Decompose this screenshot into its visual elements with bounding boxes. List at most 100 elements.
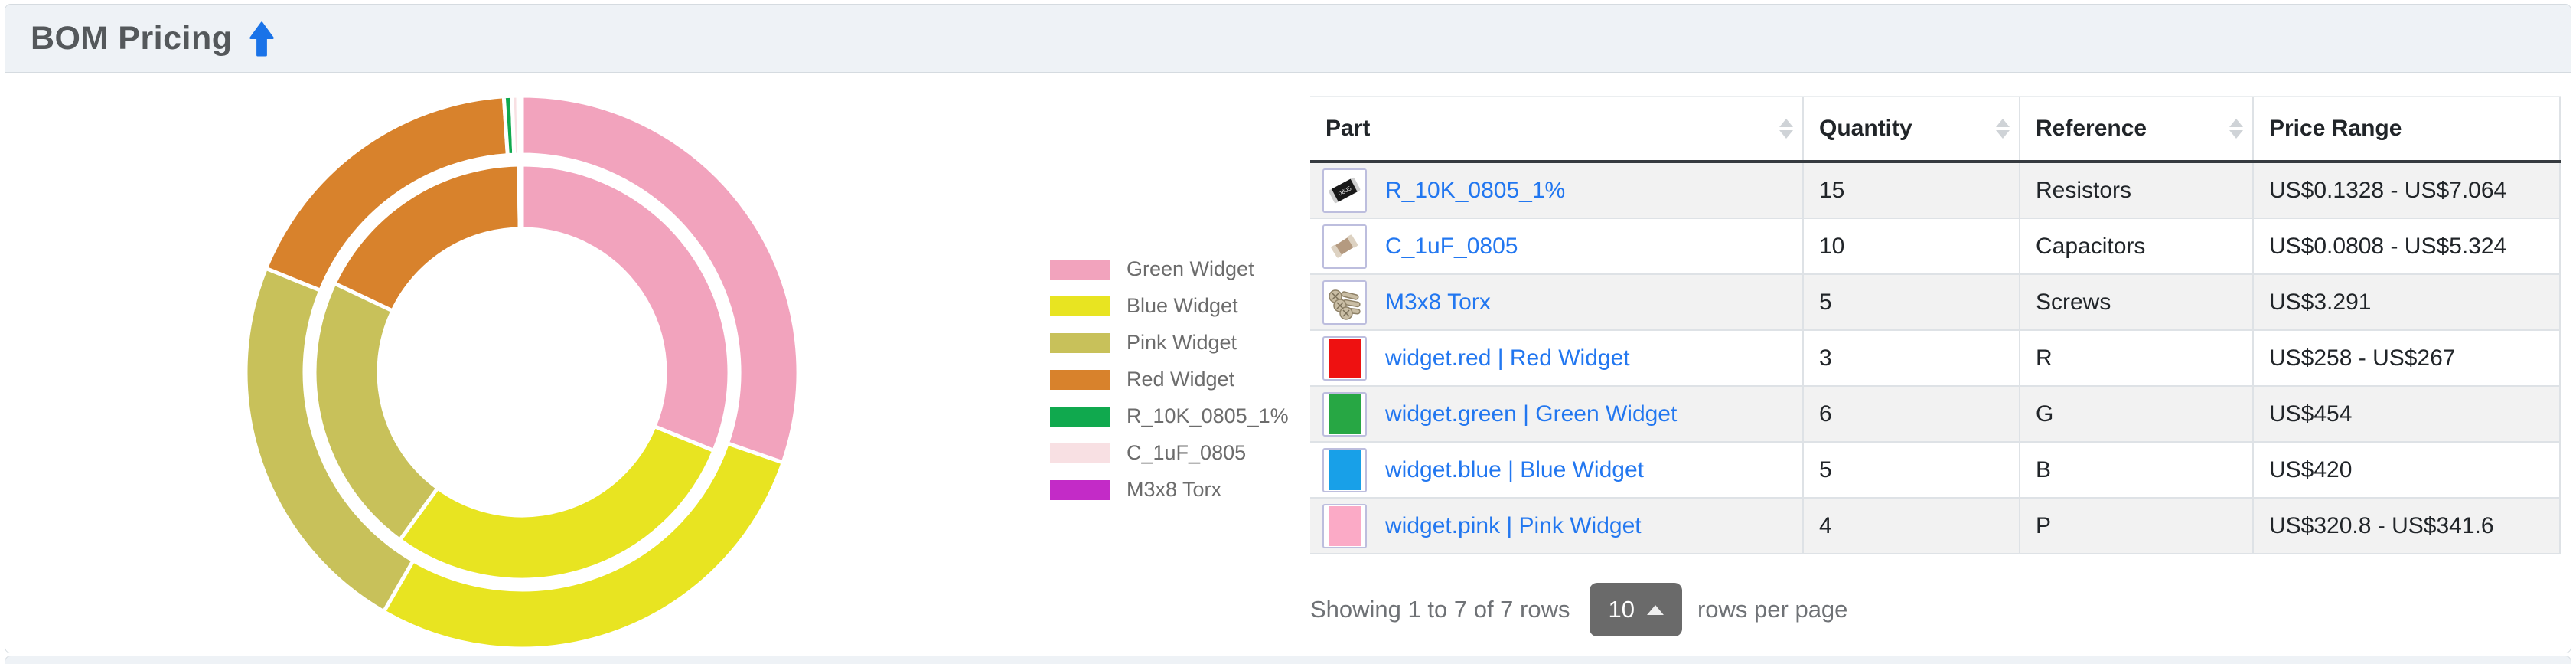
part-cell: M3x8 Torx	[1310, 275, 1804, 329]
legend-item[interactable]: Pink Widget	[1050, 331, 1289, 355]
doughnut-slice-outer-ring-6[interactable]	[516, 93, 524, 157]
part-cell: C_1uF_0805	[1310, 219, 1804, 273]
resistor-thumbnail: 0805	[1329, 177, 1361, 203]
price-range-cell: US$420	[2254, 443, 2561, 497]
legend-item[interactable]: C_1uF_0805	[1050, 441, 1289, 465]
table-body: 0805 R_10K_0805_1% 15 Resistors US$0.1328 - …	[1310, 163, 2561, 554]
part-link[interactable]: widget.green | Green Widget	[1385, 401, 1678, 427]
sort-both-icon	[1996, 119, 2010, 139]
column-header-label: Reference	[2036, 116, 2147, 141]
reference-cell: B	[2020, 443, 2254, 497]
color-swatch-thumbnail	[1329, 505, 1361, 546]
column-header-label: Quantity	[1819, 116, 1912, 141]
caret-up-icon	[1646, 604, 1664, 615]
legend-swatch	[1050, 406, 1110, 427]
table-row: widget.red | Red Widget 3 R US$258 - US$267	[1310, 331, 2561, 387]
bom-pricing-card: BOM Pricing Green Widget Blue Widget Pink …	[5, 4, 2571, 653]
table-row: widget.pink | Pink Widget 4 P US$320.8 - US…	[1310, 499, 2561, 554]
part-thumbnail[interactable]	[1322, 447, 1367, 492]
color-swatch-thumbnail	[1329, 450, 1361, 490]
part-thumbnail[interactable]	[1322, 503, 1367, 548]
part-thumbnail[interactable]	[1322, 224, 1367, 269]
bom-pricing-doughnut-chart	[243, 93, 801, 651]
color-swatch-thumbnail	[1329, 394, 1361, 434]
arrow-up-icon[interactable]	[248, 21, 276, 57]
chart-legend: Green Widget Blue Widget Pink Widget Red Wi…	[1050, 257, 1289, 515]
quantity-cell: 5	[1804, 443, 2020, 497]
legend-swatch	[1050, 259, 1110, 280]
legend-item[interactable]: Blue Widget	[1050, 294, 1289, 318]
reference-cell: P	[2020, 499, 2254, 553]
legend-item[interactable]: Red Widget	[1050, 368, 1289, 391]
legend-label: Blue Widget	[1127, 294, 1238, 317]
reference-cell: Screws	[2020, 275, 2254, 329]
part-cell: widget.blue | Blue Widget	[1310, 443, 1804, 497]
doughnut-slice-inner-ring-2[interactable]	[312, 280, 441, 543]
quantity-cell: 10	[1804, 219, 2020, 273]
table-row: C_1uF_0805 10 Capacitors US$0.0808 - US$5.3…	[1310, 219, 2561, 275]
part-link[interactable]: widget.red | Red Widget	[1385, 345, 1630, 371]
price-range-cell: US$0.0808 - US$5.324	[2254, 219, 2561, 273]
sort-both-icon	[1779, 119, 1793, 139]
legend-label: Green Widget	[1127, 257, 1254, 280]
part-link[interactable]: M3x8 Torx	[1385, 289, 1491, 315]
capacitor-thumbnail	[1331, 234, 1358, 258]
reference-cell: Resistors	[2020, 163, 2254, 218]
column-header-label: Part	[1325, 116, 1371, 141]
doughnut-slice-outer-ring-0[interactable]	[520, 93, 801, 466]
part-link[interactable]: widget.pink | Pink Widget	[1385, 512, 1642, 538]
sort-both-icon	[2229, 119, 2243, 139]
column-header-quantity[interactable]: Quantity	[1804, 97, 2020, 160]
page-size-dropdown[interactable]: 10	[1590, 583, 1682, 636]
part-cell: 0805 R_10K_0805_1%	[1310, 163, 1804, 218]
quantity-cell: 6	[1804, 387, 2020, 441]
legend-item[interactable]: R_10K_0805_1%	[1050, 404, 1289, 428]
legend-swatch	[1050, 296, 1110, 316]
price-range-cell: US$258 - US$267	[2254, 331, 2561, 385]
legend-label: M3x8 Torx	[1127, 478, 1222, 501]
doughnut-slice-inner-ring-1[interactable]	[397, 424, 717, 582]
legend-label: R_10K_0805_1%	[1127, 404, 1289, 427]
column-header-part[interactable]: Part	[1310, 97, 1804, 160]
price-range-cell: US$454	[2254, 387, 2561, 441]
doughnut-slice-inner-ring-0[interactable]	[520, 162, 732, 453]
color-swatch-thumbnail	[1329, 338, 1361, 378]
legend-label: Pink Widget	[1127, 331, 1237, 354]
legend-label: Red Widget	[1127, 368, 1235, 391]
price-range-cell: US$0.1328 - US$7.064	[2254, 163, 2561, 218]
quantity-cell: 3	[1804, 331, 2020, 385]
page-size-value: 10	[1608, 596, 1635, 623]
part-thumbnail[interactable]	[1322, 280, 1367, 325]
bom-table: Part Quantity Reference Price Range 0805 R_1…	[1310, 96, 2561, 636]
rows-per-page-label: rows per page	[1697, 596, 1848, 623]
legend-swatch	[1050, 479, 1110, 500]
legend-swatch	[1050, 332, 1110, 353]
legend-swatch	[1050, 369, 1110, 390]
part-thumbnail[interactable]: 0805	[1322, 168, 1367, 213]
doughnut-slice-outer-ring-1[interactable]	[381, 440, 786, 651]
part-thumbnail[interactable]	[1322, 391, 1367, 437]
part-link[interactable]: widget.blue | Blue Widget	[1385, 456, 1644, 482]
part-thumbnail[interactable]	[1322, 335, 1367, 381]
table-row: widget.green | Green Widget 6 G US$454	[1310, 387, 2561, 443]
panel-title: BOM Pricing	[31, 19, 233, 57]
table-footer: Showing 1 to 7 of 7 rows 10 rows per pag…	[1310, 583, 2561, 636]
table-row: widget.blue | Blue Widget 5 B US$420	[1310, 443, 2561, 499]
table-row: 0805 R_10K_0805_1% 15 Resistors US$0.1328 - …	[1310, 163, 2561, 219]
legend-label: C_1uF_0805	[1127, 441, 1247, 464]
table-header-row: Part Quantity Reference Price Range	[1310, 96, 2561, 163]
part-link[interactable]: C_1uF_0805	[1385, 233, 1518, 259]
column-header-reference[interactable]: Reference	[2020, 97, 2254, 160]
legend-swatch	[1050, 443, 1110, 463]
screws-thumbnail	[1329, 289, 1361, 320]
legend-item[interactable]: M3x8 Torx	[1050, 478, 1289, 502]
column-header-label: Price Range	[2269, 116, 2402, 141]
next-panel-edge	[5, 656, 2571, 664]
price-range-cell: US$3.291	[2254, 275, 2561, 329]
table-row: M3x8 Torx 5 Screws US$3.291	[1310, 275, 2561, 331]
doughnut-slice-inner-ring-6[interactable]	[517, 162, 524, 231]
quantity-cell: 4	[1804, 499, 2020, 553]
part-link[interactable]: R_10K_0805_1%	[1385, 177, 1566, 203]
panel-header: BOM Pricing	[5, 5, 2571, 73]
legend-item[interactable]: Green Widget	[1050, 257, 1289, 281]
